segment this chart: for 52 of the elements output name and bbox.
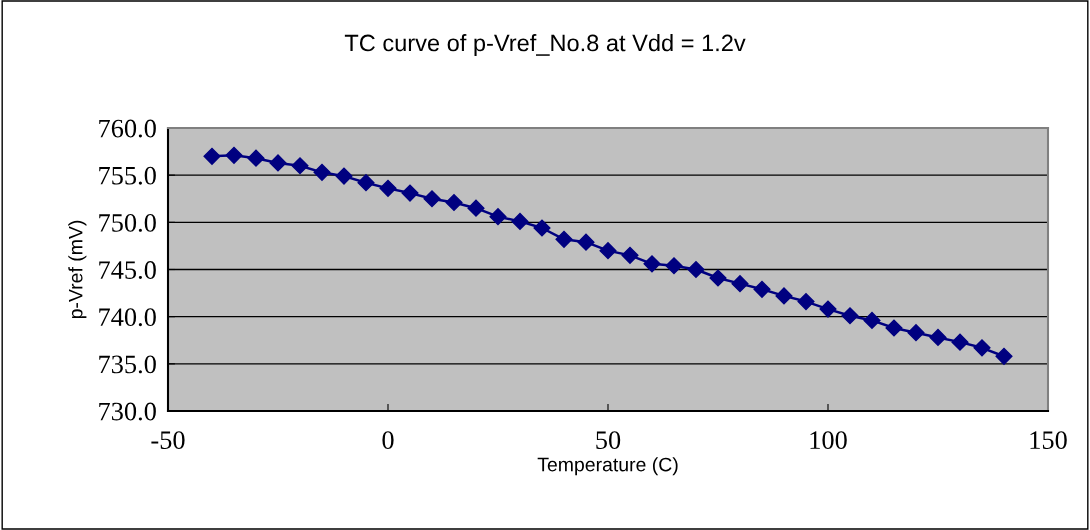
- point: [423, 190, 441, 208]
- point: [599, 242, 617, 260]
- point: [247, 149, 265, 167]
- point: [577, 233, 595, 251]
- point: [731, 275, 749, 293]
- point: [709, 269, 727, 287]
- point: [533, 219, 551, 237]
- point: [753, 280, 771, 298]
- point: [445, 193, 463, 212]
- point: [907, 324, 925, 342]
- point: [511, 212, 529, 230]
- x-tick-label: -50: [151, 431, 185, 450]
- point: [357, 174, 375, 192]
- point: [797, 293, 815, 311]
- point: [687, 260, 705, 279]
- point: [775, 287, 793, 305]
- point: [313, 163, 331, 181]
- y-tick-label: 750.0: [99, 213, 156, 232]
- point: [335, 167, 353, 185]
- point: [467, 199, 485, 217]
- y-tick-label: 755.0: [99, 166, 156, 185]
- y-tick-label: 730.0: [99, 402, 156, 421]
- y-axis-title: p-Vref (mV): [68, 220, 87, 319]
- point: [269, 154, 287, 172]
- point: [885, 319, 903, 337]
- point: [203, 147, 221, 165]
- point: [291, 157, 309, 175]
- point: [841, 307, 859, 325]
- point: [621, 246, 639, 264]
- y-tick-label: 760.0: [99, 119, 156, 138]
- x-tick-label: 50: [596, 431, 621, 450]
- chart-title: TC curve of p-Vref_No.8 at Vdd = 1.2v: [344, 34, 746, 56]
- x-axis-title: Temperature (C): [537, 457, 678, 476]
- x-tick-label: 0: [382, 431, 394, 450]
- x-tick-label: 100: [810, 431, 847, 450]
- point: [819, 300, 837, 318]
- point: [973, 339, 991, 357]
- point: [665, 257, 683, 275]
- point: [489, 208, 507, 226]
- point: [929, 328, 947, 346]
- point: [225, 146, 243, 164]
- point: [555, 230, 573, 248]
- point: [995, 347, 1013, 365]
- y-tick-label: 740.0: [99, 308, 156, 327]
- point: [951, 333, 969, 351]
- point: [401, 184, 419, 202]
- point: [863, 311, 881, 329]
- point: [379, 179, 397, 197]
- y-tick-label: 745.0: [99, 261, 156, 280]
- x-tick-label: 150: [1030, 431, 1067, 450]
- y-tick-label: 735.0: [99, 355, 156, 374]
- point: [643, 255, 661, 273]
